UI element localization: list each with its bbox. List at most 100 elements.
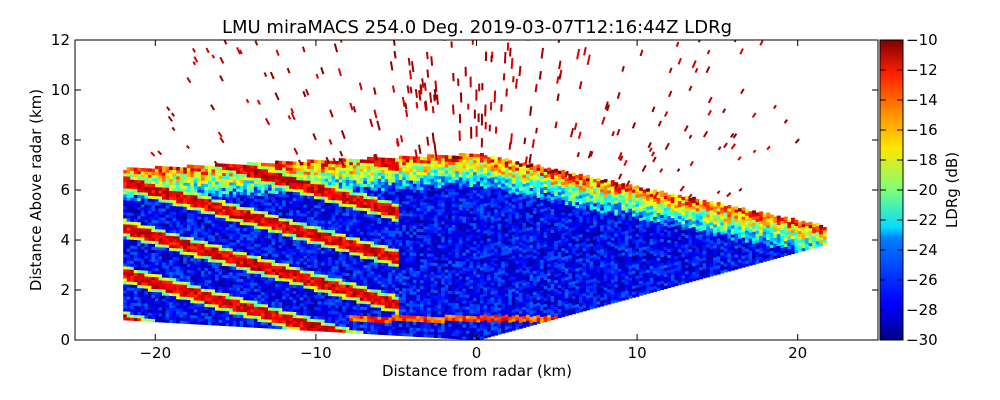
noise-streak [352,106,357,113]
noise-streak [540,47,544,59]
noise-streak [512,76,515,83]
noise-streak [411,61,415,73]
noise-streak [436,94,439,105]
noise-streak [431,132,435,143]
noise-streak [298,159,303,166]
noise-streak [245,98,250,104]
noise-streak [405,109,409,117]
noise-streak [358,82,363,91]
colorbar-ticks: −30 −28 −26 −24 −22 −20 −18 −16 −14 −12 −10 [880,31,938,349]
chart-title: LMU miraMACS 254.0 Deg. 2019-03-07T12:16… [222,17,732,38]
noise-streak [716,190,721,195]
noise-streak [653,191,659,198]
y-axis-ticks: 0 2 4 6 8 10 12 [51,31,878,349]
noise-streak [150,151,156,157]
noise-streak [510,58,514,69]
x-tick-label: 0 [472,344,482,362]
colorbar-tick-label: −14 [906,91,938,109]
noise-streak [751,112,757,119]
noise-streak [739,48,744,55]
noise-streak [426,69,430,78]
noise-streak [576,152,580,158]
noise-streak [623,159,628,167]
noise-streak [419,84,423,91]
noise-streak [733,40,737,43]
ldr-field [123,40,827,340]
colorbar-tick-label: −26 [906,271,938,289]
colorbar-tick-label: −10 [906,31,938,49]
noise-streak [705,66,711,74]
noise-streak [434,80,438,92]
noise-streak [434,152,438,161]
noise-streak [373,87,377,95]
noise-streak [217,131,223,138]
noise-streak [694,67,699,74]
noise-streak [414,149,418,159]
noise-streak [573,122,578,131]
noise-streak [506,42,510,51]
noise-streak [374,153,379,161]
noise-streak [254,40,259,46]
noise-streak [576,48,581,60]
noise-streak [503,51,507,64]
noise-streak [210,104,216,111]
noise-streak [275,49,280,57]
noise-streak [502,73,506,81]
noise-streak [391,85,396,93]
noise-streak [205,47,210,54]
noise-streak [423,82,427,91]
noise-streak [531,139,535,148]
noise-streak [372,154,377,160]
noise-streak [688,134,693,139]
noise-streak [558,60,562,70]
noise-streak [339,40,343,43]
noise-streak [601,116,606,125]
x-axis-ticks: −20 −10 0 10 20 [139,40,807,362]
noise-streak [737,156,742,161]
noise-streak [406,85,410,94]
noise-streak [625,180,631,187]
noise-streak [616,92,621,99]
noise-streak [332,157,337,164]
y-axis-label: Distance Above radar (km) [27,89,45,291]
noise-streak [614,184,619,190]
noise-streak [213,160,218,165]
noise-streak [396,138,400,147]
noise-streak [171,126,176,132]
noise-streak [404,102,408,110]
noise-streak [505,88,508,97]
noise-streak [509,47,512,57]
noise-streak [523,137,527,145]
noise-streak [433,94,436,102]
noise-streak [515,78,518,89]
colorbar-tick-label: −22 [906,211,938,229]
noise-streak [648,147,653,153]
noise-streak [639,49,644,57]
noise-streak [617,173,623,180]
noise-streak [752,149,757,154]
noise-streak [729,132,735,138]
noise-streak [500,104,503,112]
noise-streak [668,67,673,74]
noise-streak [688,193,693,199]
noise-streak [426,51,429,60]
noise-streak [652,156,657,163]
noise-streak [606,104,610,112]
noise-streak [740,88,745,95]
noise-streak [423,101,427,111]
noise-streak [287,115,292,120]
noise-streak [535,127,538,134]
noise-streak [290,107,295,114]
noise-streak [663,111,669,118]
noise-streak [707,96,713,104]
noise-streak [564,170,569,178]
noise-streak [697,40,701,43]
noise-streak [688,85,693,92]
noise-streak [369,118,374,127]
noise-streak [157,150,163,156]
noise-streak [631,122,637,129]
noise-streak [619,155,624,162]
noise-streak [328,139,333,145]
noise-streak [689,160,694,167]
noise-streak [421,78,425,88]
